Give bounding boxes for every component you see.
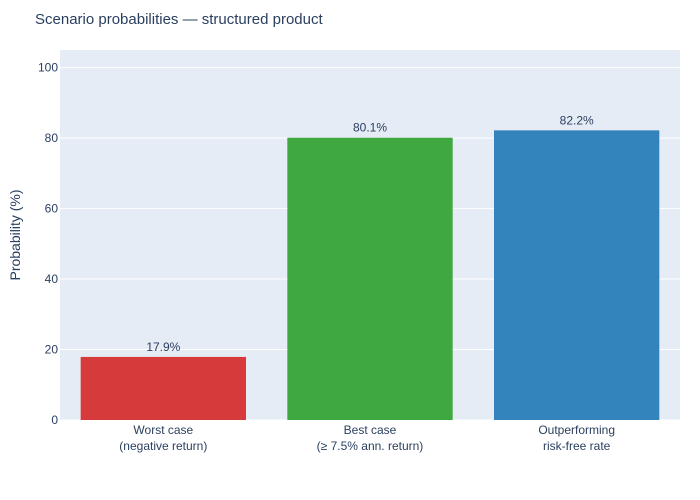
x-category-label: Best case [344, 423, 397, 437]
chart-title: Scenario probabilities — structured prod… [35, 11, 323, 28]
x-category-label: (negative return) [119, 439, 207, 453]
y-tick-label: 0 [51, 413, 58, 427]
x-category-label: Outperforming [538, 423, 615, 437]
y-axis-ticks: 0 20 40 60 80 100 [38, 61, 58, 427]
x-category-label: (≥ 7.5% ann. return) [317, 439, 424, 453]
y-tick-label: 80 [45, 131, 59, 145]
x-category-label: risk-free rate [543, 439, 611, 453]
x-axis-categories: Worst case (negative return) Best case (≥ 7… [119, 423, 615, 453]
y-axis-label: Probability (%) [7, 189, 23, 280]
bar [287, 137, 453, 420]
y-tick-label: 60 [45, 202, 59, 216]
bar-data-label: 80.1% [353, 121, 387, 135]
bar-data-label: 82.2% [560, 113, 594, 127]
bar [494, 130, 660, 421]
y-tick-label: 20 [45, 343, 59, 357]
data-labels: 17.9% 80.1% 82.2% [146, 113, 594, 354]
bar [80, 356, 247, 420]
x-category-label: Worst case [133, 423, 193, 437]
bar-data-label: 17.9% [146, 340, 180, 354]
y-tick-label: 40 [45, 272, 59, 286]
y-tick-label: 100 [38, 61, 58, 75]
bars [80, 130, 660, 421]
